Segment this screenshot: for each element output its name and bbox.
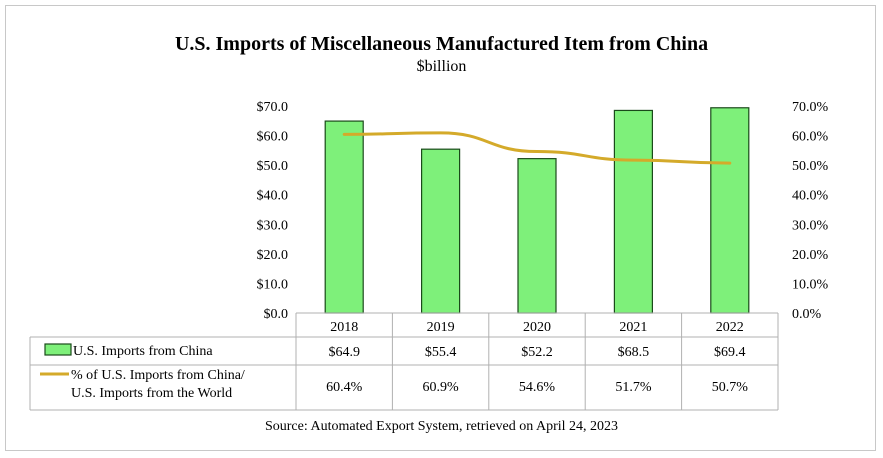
legend-label-line: U.S. Imports from the World (71, 386, 232, 401)
bar-2018 (324, 120, 364, 314)
source-note: Source: Automated Export System, retriev… (264, 419, 619, 434)
bar-value-label: $55.4 (425, 345, 457, 360)
category-label: 2018 (330, 320, 358, 335)
category-label: 2020 (523, 320, 551, 335)
bar-2022 (710, 107, 750, 314)
category-label: 2019 (427, 320, 455, 335)
legend-swatch-bars (44, 343, 72, 356)
legend-label-line: % of U.S. Imports from China/ (71, 368, 245, 383)
left-axis-tick-label: $50.0 (257, 159, 289, 174)
right-axis-tick-label: 60.0% (792, 130, 829, 145)
left-axis-tick-label: $70.0 (257, 100, 289, 115)
bar-value-label: $68.5 (618, 345, 650, 360)
data-table: 2018 2019 2020 2021 2022 U.S. Imports from Ch… (29, 312, 779, 411)
plot-area: $0.0 $10.0 $20.0 $30.0 $40.0 $50.0 $60.0 $70.0 0… (257, 100, 829, 322)
line-value-label: 54.6% (519, 380, 556, 395)
line-value-label: 50.7% (712, 380, 749, 395)
right-axis-tick-label: 70.0% (792, 100, 829, 115)
chart-title: U.S. Imports of Miscellaneous Manufactur… (174, 33, 709, 55)
bar-2020 (517, 158, 557, 314)
left-axis-tick-label: $40.0 (257, 189, 289, 204)
left-axis-tick-label: $20.0 (257, 248, 289, 263)
category-label: 2022 (716, 320, 744, 335)
line-value-label: 51.7% (615, 380, 652, 395)
bar-2021 (613, 109, 654, 314)
legend-label-bars: U.S. Imports from China (73, 344, 213, 359)
bar-2019 (421, 148, 461, 314)
left-axis-tick-label: $60.0 (257, 130, 289, 145)
right-axis-tick-label: 20.0% (792, 248, 829, 263)
bar-value-label: $64.9 (328, 345, 360, 360)
bar-value-label: $52.2 (521, 345, 553, 360)
right-axis-tick-label: 50.0% (792, 159, 829, 174)
right-axis-tick-label: 10.0% (792, 277, 829, 292)
series-line (342, 131, 732, 165)
chart-subtitle: $billion (416, 58, 467, 75)
left-axis-tick-label: $30.0 (257, 218, 289, 233)
right-axis-tick-label: 0.0% (792, 307, 822, 322)
line-value-label: 60.9% (423, 380, 460, 395)
line-value-label: 60.4% (326, 380, 363, 395)
bar-value-label: $69.4 (714, 345, 746, 360)
left-axis-tick-label: $10.0 (257, 277, 289, 292)
right-axis-tick-label: 30.0% (792, 218, 829, 233)
left-axis-tick-label: $0.0 (264, 307, 289, 322)
right-axis-tick-label: 40.0% (792, 189, 829, 204)
category-label: 2021 (619, 320, 647, 335)
